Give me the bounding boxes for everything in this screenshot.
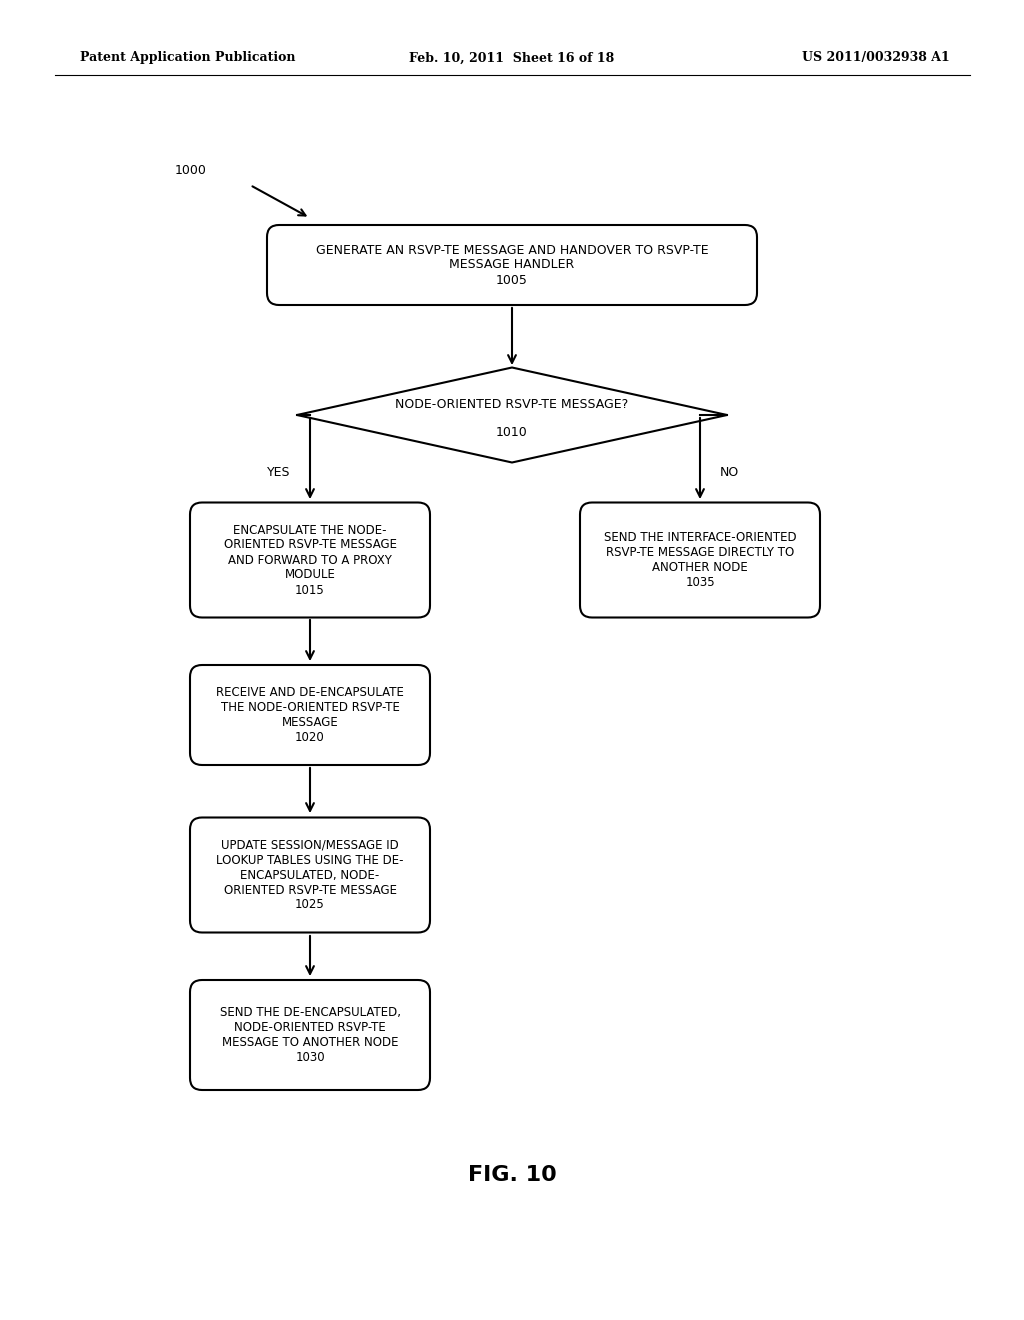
Polygon shape bbox=[297, 367, 727, 462]
FancyBboxPatch shape bbox=[580, 503, 820, 618]
FancyBboxPatch shape bbox=[190, 665, 430, 766]
Text: Feb. 10, 2011  Sheet 16 of 18: Feb. 10, 2011 Sheet 16 of 18 bbox=[410, 51, 614, 65]
FancyBboxPatch shape bbox=[190, 817, 430, 932]
Text: NODE-ORIENTED RSVP-TE MESSAGE?: NODE-ORIENTED RSVP-TE MESSAGE? bbox=[395, 399, 629, 412]
Text: RECEIVE AND DE-ENCAPSULATE
THE NODE-ORIENTED RSVP-TE
MESSAGE
1020: RECEIVE AND DE-ENCAPSULATE THE NODE-ORIE… bbox=[216, 686, 403, 744]
Text: Patent Application Publication: Patent Application Publication bbox=[80, 51, 296, 65]
Text: 1000: 1000 bbox=[175, 164, 207, 177]
Text: SEND THE INTERFACE-ORIENTED
RSVP-TE MESSAGE DIRECTLY TO
ANOTHER NODE
1035: SEND THE INTERFACE-ORIENTED RSVP-TE MESS… bbox=[604, 531, 797, 589]
Text: US 2011/0032938 A1: US 2011/0032938 A1 bbox=[802, 51, 950, 65]
Text: SEND THE DE-ENCAPSULATED,
NODE-ORIENTED RSVP-TE
MESSAGE TO ANOTHER NODE
1030: SEND THE DE-ENCAPSULATED, NODE-ORIENTED … bbox=[219, 1006, 400, 1064]
Text: ENCAPSULATE THE NODE-
ORIENTED RSVP-TE MESSAGE
AND FORWARD TO A PROXY
MODULE
101: ENCAPSULATE THE NODE- ORIENTED RSVP-TE M… bbox=[223, 524, 396, 597]
Text: 1010: 1010 bbox=[496, 426, 528, 440]
Text: FIG. 10: FIG. 10 bbox=[468, 1166, 556, 1185]
Text: YES: YES bbox=[266, 466, 290, 479]
Text: NO: NO bbox=[720, 466, 739, 479]
FancyBboxPatch shape bbox=[190, 979, 430, 1090]
FancyBboxPatch shape bbox=[190, 503, 430, 618]
FancyBboxPatch shape bbox=[267, 224, 757, 305]
Text: UPDATE SESSION/MESSAGE ID
LOOKUP TABLES USING THE DE-
ENCAPSULATED, NODE-
ORIENT: UPDATE SESSION/MESSAGE ID LOOKUP TABLES … bbox=[216, 838, 403, 912]
Text: GENERATE AN RSVP-TE MESSAGE AND HANDOVER TO RSVP-TE
MESSAGE HANDLER
1005: GENERATE AN RSVP-TE MESSAGE AND HANDOVER… bbox=[315, 243, 709, 286]
